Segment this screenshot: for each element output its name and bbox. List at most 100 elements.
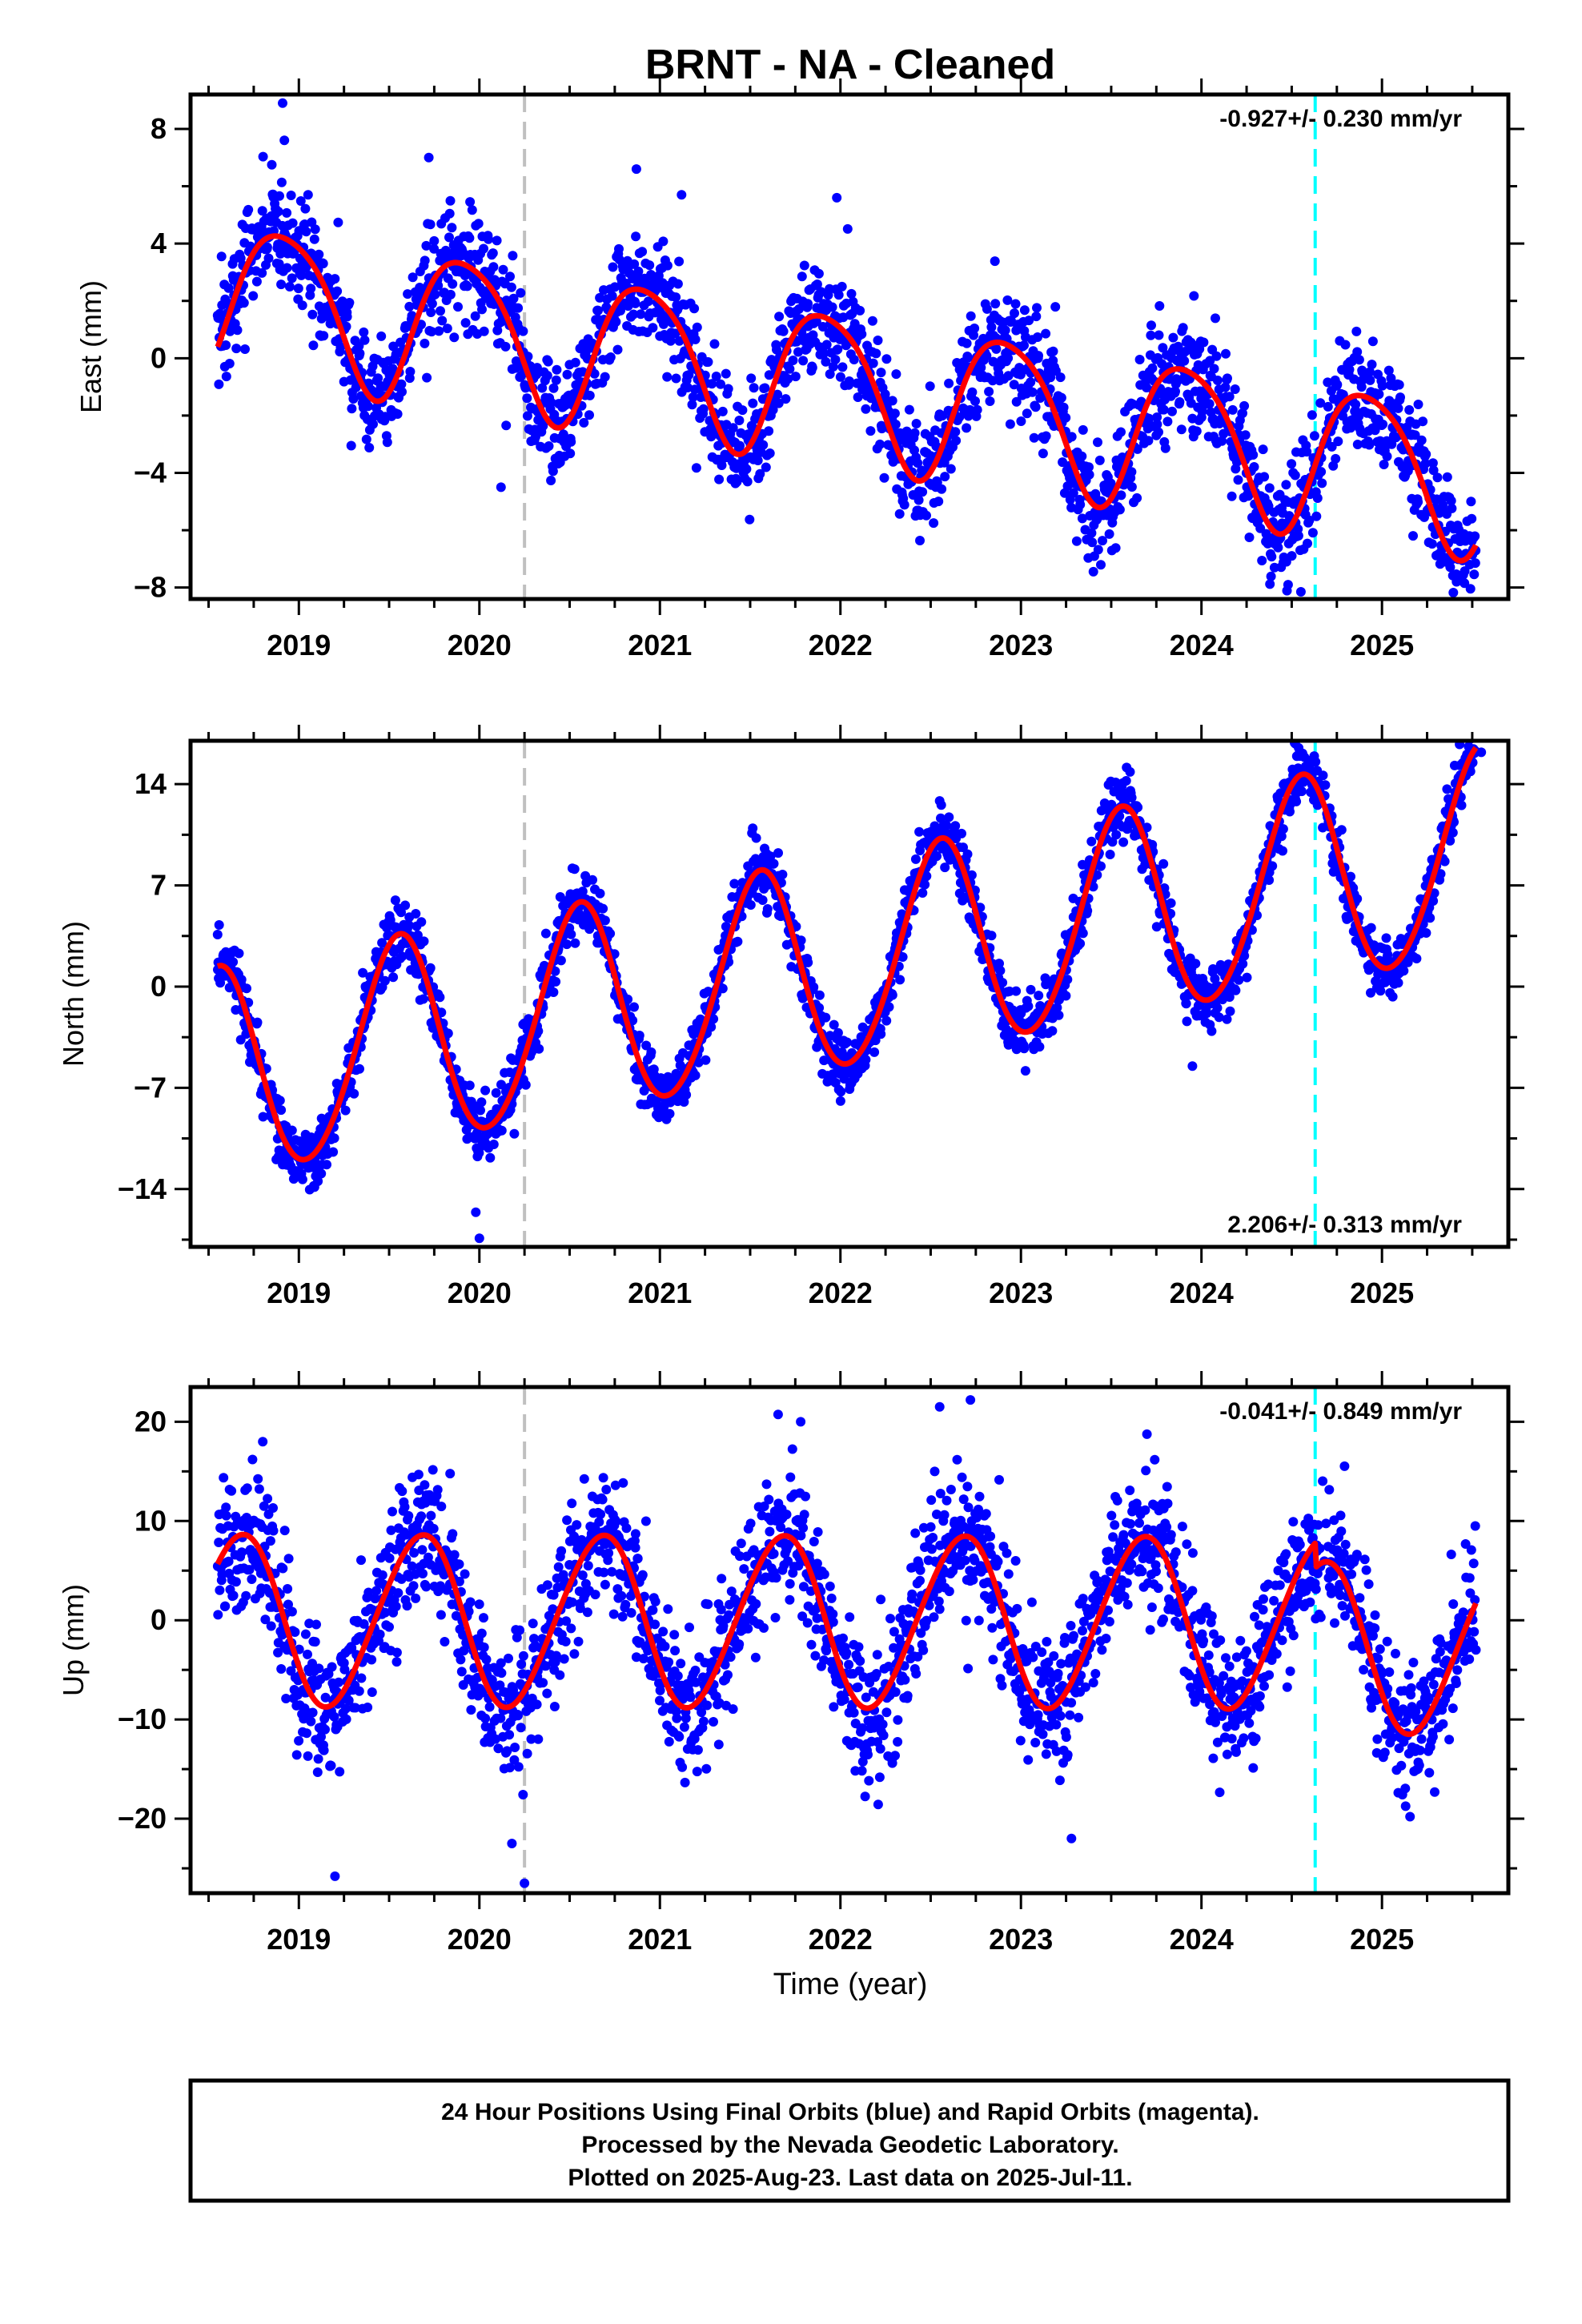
data-point <box>283 1599 293 1610</box>
data-point <box>1233 475 1243 485</box>
data-point <box>404 920 414 931</box>
data-points <box>212 1395 1481 1888</box>
data-point <box>294 1735 304 1746</box>
data-point <box>942 820 952 830</box>
data-point <box>430 289 440 300</box>
data-point <box>1116 427 1126 437</box>
data-point <box>1142 822 1152 833</box>
data-point <box>1000 325 1010 336</box>
data-point <box>1304 762 1315 773</box>
data-point <box>1075 500 1086 510</box>
data-point <box>1427 539 1437 549</box>
data-point <box>611 316 621 327</box>
rate-label: -0.927+/- 0.230 mm/yr <box>1219 106 1462 132</box>
data-point <box>1240 430 1251 440</box>
data-point <box>548 383 559 393</box>
data-point <box>258 151 268 162</box>
data-point <box>986 322 997 332</box>
data-point <box>868 358 878 368</box>
data-point <box>1386 373 1396 384</box>
data-point <box>865 426 876 436</box>
data-point <box>484 234 493 244</box>
data-point <box>443 1028 453 1039</box>
data-point <box>1411 954 1422 963</box>
data-point <box>1393 978 1403 988</box>
data-point <box>921 510 931 521</box>
data-point <box>1068 488 1078 498</box>
data-point <box>1154 301 1165 311</box>
data-point <box>565 448 576 459</box>
data-point <box>427 327 437 337</box>
data-point <box>467 205 477 215</box>
data-point <box>690 334 701 344</box>
x-tick-label: 2021 <box>628 629 692 661</box>
data-point <box>548 466 558 476</box>
data-point <box>951 436 962 446</box>
data-point <box>358 967 368 978</box>
data-point <box>703 987 713 997</box>
data-point <box>629 259 640 269</box>
data-point <box>1438 500 1448 510</box>
data-point <box>1267 861 1278 871</box>
data-point <box>319 1745 329 1755</box>
data-point <box>962 423 972 433</box>
data-point <box>240 344 250 354</box>
data-point <box>496 1125 507 1136</box>
data-point <box>275 191 284 201</box>
data-point <box>1110 543 1121 553</box>
data-point <box>313 1754 323 1764</box>
data-point <box>537 383 548 393</box>
data-point <box>488 1140 499 1149</box>
data-point <box>637 247 648 257</box>
data-point <box>342 312 352 322</box>
data-point <box>241 1590 251 1601</box>
data-point <box>1056 392 1066 403</box>
data-point <box>788 356 798 365</box>
data-point <box>846 288 857 299</box>
data-point <box>976 363 986 372</box>
data-point <box>297 300 307 311</box>
data-point <box>899 500 909 510</box>
data-point <box>476 1105 485 1116</box>
data-point <box>764 426 774 436</box>
data-point <box>746 373 757 384</box>
data-point <box>1239 400 1250 411</box>
data-point <box>1296 786 1307 797</box>
data-point <box>1231 985 1241 995</box>
data-point <box>835 1096 845 1106</box>
data-point <box>1010 299 1021 309</box>
data-point <box>1077 513 1087 524</box>
x-tick-label: 2020 <box>448 629 512 661</box>
data-point <box>458 247 468 257</box>
y-tick-label: −4 <box>134 456 167 489</box>
data-point <box>268 1526 279 1536</box>
data-point <box>1242 972 1252 983</box>
data-point <box>307 309 318 320</box>
data-point <box>1340 340 1351 350</box>
data-point <box>814 990 825 1000</box>
data-point <box>505 271 515 282</box>
data-point <box>424 152 434 163</box>
data-point <box>479 326 489 336</box>
data-point <box>773 848 783 858</box>
data-point <box>1058 402 1069 412</box>
data-point <box>340 1105 351 1116</box>
data-point <box>223 283 234 293</box>
data-point <box>749 383 759 393</box>
data-point <box>1210 974 1220 984</box>
data-point <box>614 243 624 254</box>
data-point <box>566 436 576 447</box>
data-point <box>887 990 897 1000</box>
data-point <box>1118 837 1129 847</box>
data-point <box>972 404 982 415</box>
data-point <box>1354 355 1364 365</box>
data-point <box>761 462 771 472</box>
data-point <box>392 409 403 419</box>
data-point <box>550 966 560 976</box>
data-point <box>228 1590 239 1601</box>
data-point <box>869 1047 880 1057</box>
data-point <box>734 416 745 425</box>
data-point <box>1027 387 1038 397</box>
data-point <box>873 336 883 345</box>
